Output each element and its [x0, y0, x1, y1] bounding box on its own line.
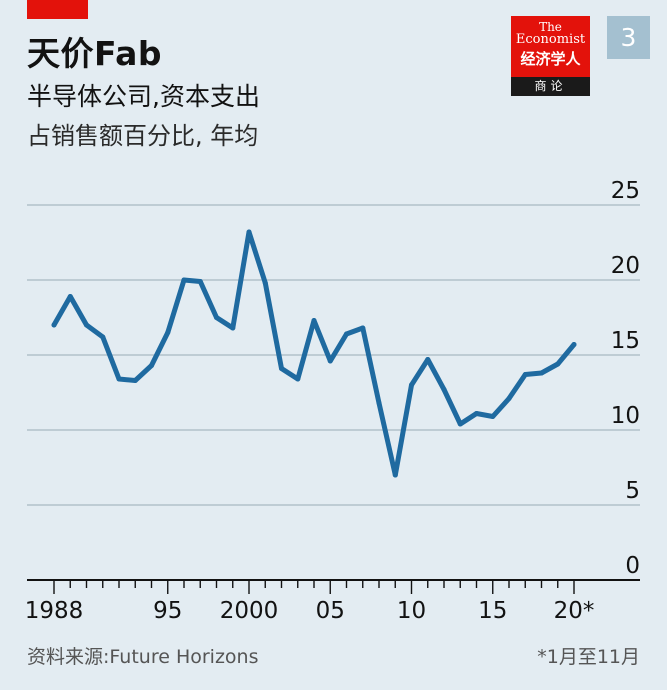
data-point-2019 [555, 361, 561, 367]
data-point-1989 [67, 294, 73, 299]
data-point-2008 [376, 400, 382, 406]
x-tick-label: 95 [153, 598, 182, 624]
data-point-2018 [539, 370, 544, 376]
source-note: 资料来源:Future Horizons [27, 646, 259, 668]
y-tick-label: 0 [625, 553, 640, 579]
y-tick-label: 25 [611, 178, 640, 204]
data-point-2003 [295, 376, 301, 382]
data-point-1995 [165, 330, 171, 335]
y-tick-label: 5 [625, 478, 640, 504]
logo-line-the: The [539, 20, 562, 34]
chart-unit-description: 占销售额百分比, 年均 [27, 122, 259, 150]
economist-logo: The Economist 经济学人 商论 [511, 16, 590, 96]
data-point-2005 [327, 358, 333, 364]
data-point-2017 [522, 372, 528, 377]
data-point-2010 [409, 382, 414, 388]
chart-title: 天价Fab [27, 34, 162, 73]
data-point-1994 [149, 363, 154, 368]
footnote: *1月至11月 [537, 646, 640, 668]
data-point-2004 [311, 318, 317, 323]
chart-subtitle: 半导体公司,资本支出 [27, 82, 260, 111]
data-point-2001 [262, 280, 268, 286]
logo-line-chinese: 经济学人 [520, 50, 581, 68]
y-tick-label: 10 [611, 403, 640, 429]
capex-series-line [51, 229, 577, 478]
data-point-1999 [230, 325, 236, 331]
data-point-2011 [425, 357, 431, 362]
x-tick-label: 20* [554, 598, 595, 624]
data-point-2014 [474, 411, 479, 416]
data-point-1991 [100, 334, 106, 340]
red-corner-tag [27, 0, 88, 19]
data-point-2012 [441, 387, 447, 392]
data-point-2009 [392, 472, 398, 478]
x-tick-label: 10 [397, 598, 426, 624]
data-point-1998 [214, 315, 219, 320]
data-point-2002 [279, 366, 284, 371]
y-tick-label: 20 [611, 253, 640, 279]
x-tick-label: 1988 [25, 598, 84, 624]
logo-line-economist: Economist [515, 32, 586, 47]
data-point-2015 [490, 414, 496, 419]
logo-line-shanglun: 商论 [511, 77, 590, 96]
data-point-2013 [457, 421, 463, 427]
data-point-1993 [132, 378, 138, 383]
data-point-2006 [344, 331, 349, 337]
x-tick-label: 15 [478, 598, 507, 624]
x-tick-label: 05 [316, 598, 345, 624]
data-point-1992 [116, 376, 122, 382]
x-tick-label: 2000 [220, 598, 279, 624]
data-point-1990 [84, 322, 89, 328]
data-point-2000 [246, 229, 252, 235]
y-tick-label: 15 [611, 328, 640, 354]
chart-number-badge: 3 [607, 16, 650, 59]
data-point-2016 [506, 396, 512, 401]
data-point-1996 [181, 277, 187, 283]
data-point-2020 [571, 342, 577, 347]
data-point-2007 [360, 325, 366, 331]
data-point-1988 [51, 322, 57, 328]
data-point-1997 [197, 279, 203, 284]
